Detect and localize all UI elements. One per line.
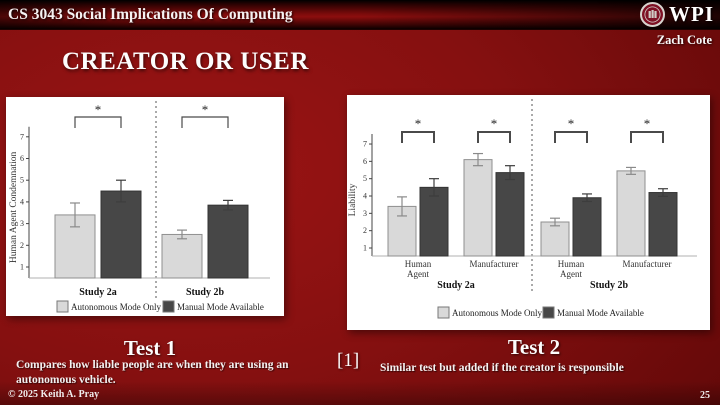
test2-description: Similar test but added if the creator is… <box>380 362 624 374</box>
svg-text:6: 6 <box>20 154 24 163</box>
footer-copyright: © 2025 Keith A. Pray <box>8 389 100 400</box>
author-name: Zach Cote <box>656 33 712 47</box>
liability-chart: 1234567Liability*HumanAgent*Manufacturer… <box>348 99 697 319</box>
svg-text:Liability: Liability <box>348 183 358 216</box>
svg-text:7: 7 <box>363 140 367 149</box>
svg-text:Manual Mode Available: Manual Mode Available <box>177 302 264 312</box>
test1-description: Compares how liable people are when they… <box>16 359 289 386</box>
svg-text:2: 2 <box>363 226 367 235</box>
svg-text:Study 2b: Study 2b <box>186 287 225 298</box>
header-bar: CS 3043 Social Implications Of Computing <box>0 0 720 30</box>
svg-text:Study 2a: Study 2a <box>79 287 117 298</box>
svg-text:6: 6 <box>363 157 367 166</box>
test1-heading: Test 1 <box>123 336 177 360</box>
svg-text:Manufacturer: Manufacturer <box>623 259 672 269</box>
citation-marker: [1] <box>337 350 360 371</box>
svg-text:Manual Mode Available: Manual Mode Available <box>557 308 644 318</box>
svg-text:Human: Human <box>558 259 585 269</box>
svg-text:Agent: Agent <box>407 269 429 279</box>
svg-text:4: 4 <box>20 197 24 206</box>
svg-text:Study 2b: Study 2b <box>590 280 629 291</box>
svg-text:1: 1 <box>363 244 367 253</box>
svg-text:*: * <box>202 102 209 117</box>
test1-chart-panel: 1 2 3 4 5 6 7 Human Agent Condemnation * * Study 2… <box>6 97 284 316</box>
svg-text:1: 1 <box>20 263 24 272</box>
svg-text:4: 4 <box>363 192 367 201</box>
wpi-logo: WPI <box>640 2 714 27</box>
svg-text:*: * <box>568 116 575 131</box>
svg-text:Human Agent Condemnation: Human Agent Condemnation <box>9 151 19 263</box>
svg-text:*: * <box>644 116 651 131</box>
svg-text:5: 5 <box>20 176 24 185</box>
svg-text:*: * <box>491 116 498 131</box>
bottom-shade <box>0 381 720 405</box>
svg-text:Autonomous Mode Only: Autonomous Mode Only <box>71 302 162 312</box>
wpi-seal-icon <box>640 2 665 27</box>
test2-chart-panel: 1 2 3 4 5 6 7 Liability * Human Agent * Manufacturer… <box>347 95 710 330</box>
course-title: CS 3043 Social Implications Of Computing <box>8 6 293 23</box>
svg-text:Human: Human <box>405 259 432 269</box>
page-title: CREATOR OR USER <box>62 48 309 75</box>
svg-text:7: 7 <box>20 132 24 141</box>
svg-text:Manufacturer: Manufacturer <box>470 259 519 269</box>
svg-text:Autonomous Mode Only: Autonomous Mode Only <box>452 308 543 318</box>
svg-text:Agent: Agent <box>560 269 582 279</box>
svg-text:*: * <box>95 102 102 117</box>
svg-text:3: 3 <box>20 219 24 228</box>
svg-text:Study 2a: Study 2a <box>437 280 475 291</box>
page-number: 25 <box>700 390 710 401</box>
human-agent-condemnation-chart: 1 2 3 4 5 6 7 Human Agent Condemnation * * Study 2… <box>9 101 270 313</box>
test2-heading: Test 2 <box>507 335 561 359</box>
svg-text:2: 2 <box>20 241 24 250</box>
svg-text:5: 5 <box>363 174 367 183</box>
svg-text:*: * <box>415 116 422 131</box>
svg-text:3: 3 <box>363 209 367 218</box>
wpi-logo-text: WPI <box>669 2 714 26</box>
